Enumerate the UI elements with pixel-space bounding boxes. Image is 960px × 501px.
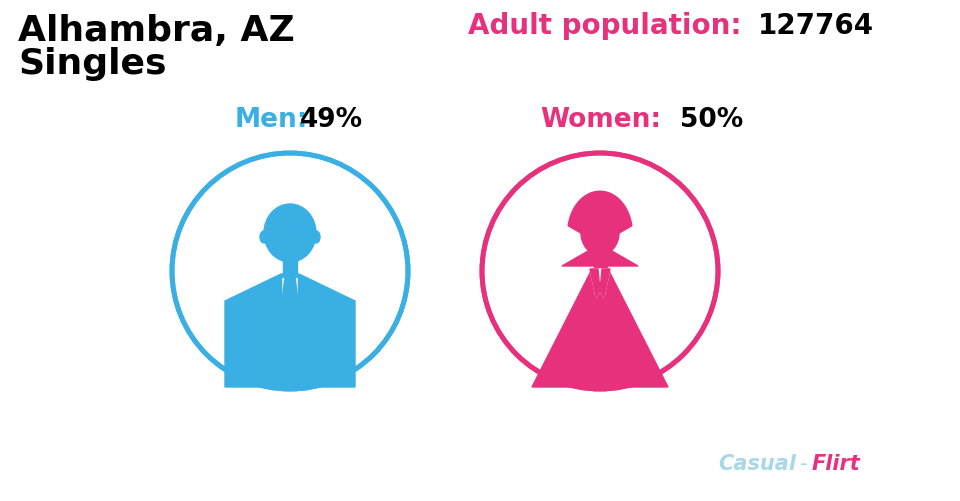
Text: 49%: 49% [300, 107, 363, 133]
Polygon shape [225, 275, 283, 387]
Text: Men:: Men: [235, 107, 308, 133]
Text: Flirt: Flirt [812, 453, 861, 473]
Polygon shape [590, 270, 610, 298]
Polygon shape [590, 270, 600, 298]
Text: Adult population:: Adult population: [468, 12, 751, 40]
Polygon shape [297, 275, 355, 387]
Polygon shape [600, 270, 610, 298]
Text: Women:: Women: [540, 107, 661, 133]
Polygon shape [283, 279, 290, 304]
Polygon shape [532, 270, 668, 387]
Polygon shape [284, 282, 296, 290]
Text: Alhambra, AZ: Alhambra, AZ [18, 14, 295, 48]
Text: Casual: Casual [718, 453, 796, 473]
Text: 127764: 127764 [758, 12, 875, 40]
Ellipse shape [581, 211, 619, 256]
Polygon shape [290, 279, 297, 304]
Polygon shape [283, 275, 297, 387]
Circle shape [462, 134, 738, 409]
Text: Singles: Singles [18, 47, 166, 81]
Polygon shape [283, 261, 297, 279]
Circle shape [152, 134, 428, 409]
Ellipse shape [264, 204, 316, 263]
Polygon shape [281, 282, 299, 321]
Ellipse shape [312, 231, 320, 243]
Polygon shape [593, 256, 607, 272]
Ellipse shape [260, 231, 268, 243]
Text: 50%: 50% [680, 107, 743, 133]
Polygon shape [562, 192, 638, 267]
Text: -: - [800, 453, 807, 473]
